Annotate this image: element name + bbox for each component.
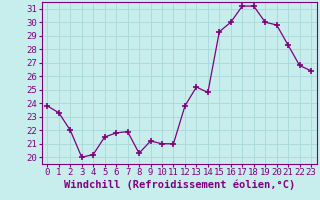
X-axis label: Windchill (Refroidissement éolien,°C): Windchill (Refroidissement éolien,°C) bbox=[64, 180, 295, 190]
